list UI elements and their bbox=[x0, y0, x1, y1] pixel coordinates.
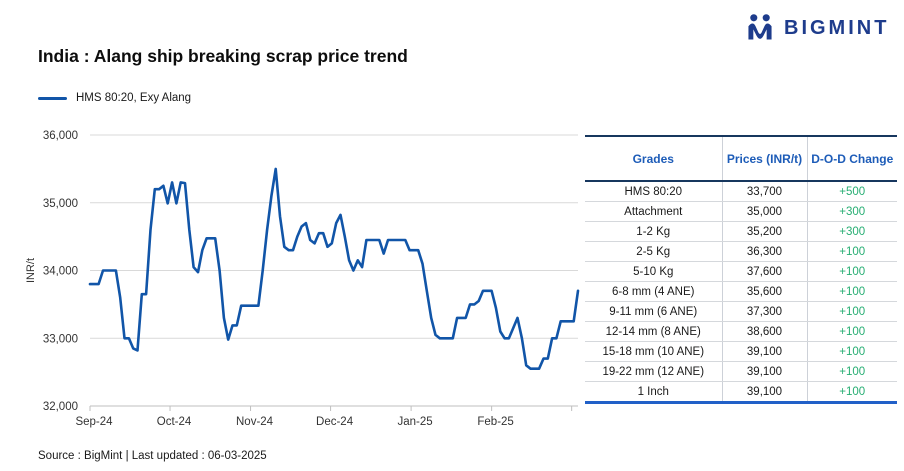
page-title: India : Alang ship breaking scrap price … bbox=[38, 46, 408, 66]
x-tick-label: Jan-25 bbox=[398, 416, 433, 428]
chart-legend: HMS 80:20, Exy Alang bbox=[38, 92, 191, 104]
bigmint-m-icon bbox=[744, 12, 776, 44]
change-cell: +100 bbox=[806, 261, 897, 282]
price-cell: 33,700 bbox=[721, 181, 807, 202]
x-tick-label: Nov-24 bbox=[236, 416, 274, 428]
table-header-row: Grades Prices (INR/t) D-O-D Change bbox=[585, 136, 897, 182]
y-tick-label: 36,000 bbox=[43, 130, 78, 142]
price-cell: 35,600 bbox=[721, 281, 807, 302]
price-cell: 39,100 bbox=[721, 361, 807, 382]
change-cell: +300 bbox=[806, 221, 897, 242]
bigmint-logo-text: BIGMINT bbox=[784, 16, 890, 39]
y-axis-label: INR/t bbox=[25, 258, 37, 283]
price-table: Grades Prices (INR/t) D-O-D Change HMS 8… bbox=[585, 135, 897, 404]
grade-cell: 6-8 mm (4 ANE) bbox=[585, 281, 722, 302]
grade-cell: Attachment bbox=[585, 201, 722, 222]
table-header-grades: Grades bbox=[585, 136, 722, 182]
x-tick-label: Sep-24 bbox=[75, 416, 113, 428]
grade-cell: 1 Inch bbox=[585, 381, 722, 403]
table-row: 19-22 mm (12 ANE) 39,100 +100 bbox=[585, 361, 897, 382]
table-row: 12-14 mm (8 ANE) 38,600 +100 bbox=[585, 321, 897, 342]
change-cell: +100 bbox=[806, 381, 897, 403]
price-trend-chart: 36,000 35,000 34,000 33,000 32,000 INR/t Sep-2… bbox=[20, 127, 590, 435]
price-cell: 38,600 bbox=[721, 321, 807, 342]
table-row: 15-18 mm (10 ANE) 39,100 +100 bbox=[585, 341, 897, 362]
price-cell: 35,200 bbox=[721, 221, 807, 242]
y-tick-label: 35,000 bbox=[43, 198, 78, 210]
change-cell: +500 bbox=[806, 181, 897, 202]
grade-cell: 15-18 mm (10 ANE) bbox=[585, 341, 722, 362]
grade-cell: 19-22 mm (12 ANE) bbox=[585, 361, 722, 382]
x-tick-label: Feb-25 bbox=[477, 416, 513, 428]
legend-label: HMS 80:20, Exy Alang bbox=[76, 92, 192, 104]
price-trend-line bbox=[88, 167, 580, 370]
y-tick-label: 32,000 bbox=[43, 401, 78, 413]
price-cell: 39,100 bbox=[721, 341, 807, 362]
grade-cell: 5-10 Kg bbox=[585, 261, 722, 282]
change-cell: +100 bbox=[806, 341, 897, 362]
price-cell: 39,100 bbox=[721, 381, 807, 403]
table-header-prices: Prices (INR/t) bbox=[721, 136, 807, 182]
line-chart-svg: 36,000 35,000 34,000 33,000 32,000 INR/t Sep-2… bbox=[25, 130, 580, 428]
grade-cell: 2-5 Kg bbox=[585, 241, 722, 262]
table-row: 6-8 mm (4 ANE) 35,600 +100 bbox=[585, 281, 897, 302]
grade-cell: 1-2 Kg bbox=[585, 221, 722, 242]
table-header-dod-change: D-O-D Change bbox=[806, 136, 897, 182]
x-tick-label: Dec-24 bbox=[316, 416, 354, 428]
y-tick-label: 34,000 bbox=[43, 266, 78, 278]
table-row: HMS 80:20 33,700 +500 bbox=[585, 181, 897, 202]
x-tick-label: Oct-24 bbox=[157, 416, 192, 428]
change-cell: +100 bbox=[806, 321, 897, 342]
change-cell: +100 bbox=[806, 361, 897, 382]
price-cell: 37,600 bbox=[721, 261, 807, 282]
grade-cell: 12-14 mm (8 ANE) bbox=[585, 321, 722, 342]
legend-line-swatch bbox=[38, 96, 67, 100]
price-cell: 37,300 bbox=[721, 301, 807, 322]
bigmint-logo: BIGMINT bbox=[744, 12, 889, 44]
table-row: 2-5 Kg 36,300 +100 bbox=[585, 241, 897, 262]
y-tick-label: 33,000 bbox=[43, 333, 78, 345]
table-row: Attachment 35,000 +300 bbox=[585, 201, 897, 222]
change-cell: +100 bbox=[806, 241, 897, 262]
table-row: 1-2 Kg 35,200 +300 bbox=[585, 221, 897, 242]
source-note: Source : BigMint | Last updated : 06-03-… bbox=[38, 450, 267, 462]
change-cell: +100 bbox=[806, 301, 897, 322]
price-cell: 36,300 bbox=[721, 241, 807, 262]
grade-cell: 9-11 mm (6 ANE) bbox=[585, 301, 722, 322]
change-cell: +300 bbox=[806, 201, 897, 222]
grade-cell: HMS 80:20 bbox=[585, 181, 722, 202]
table-row: 9-11 mm (6 ANE) 37,300 +100 bbox=[585, 301, 897, 322]
table-row: 5-10 Kg 37,600 +100 bbox=[585, 261, 897, 282]
change-cell: +100 bbox=[806, 281, 897, 302]
table-row: 1 Inch 39,100 +100 bbox=[585, 381, 897, 403]
price-table-body: HMS 80:20 33,700 +500 Attachment 35,000 +300 1… bbox=[585, 181, 897, 403]
price-cell: 35,000 bbox=[721, 201, 807, 222]
